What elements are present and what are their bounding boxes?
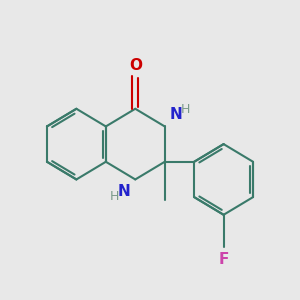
Text: F: F (218, 252, 229, 267)
Text: N: N (169, 107, 182, 122)
Text: H: H (181, 103, 190, 116)
Text: N: N (118, 184, 131, 199)
Text: O: O (129, 58, 142, 74)
Text: H: H (110, 190, 119, 203)
